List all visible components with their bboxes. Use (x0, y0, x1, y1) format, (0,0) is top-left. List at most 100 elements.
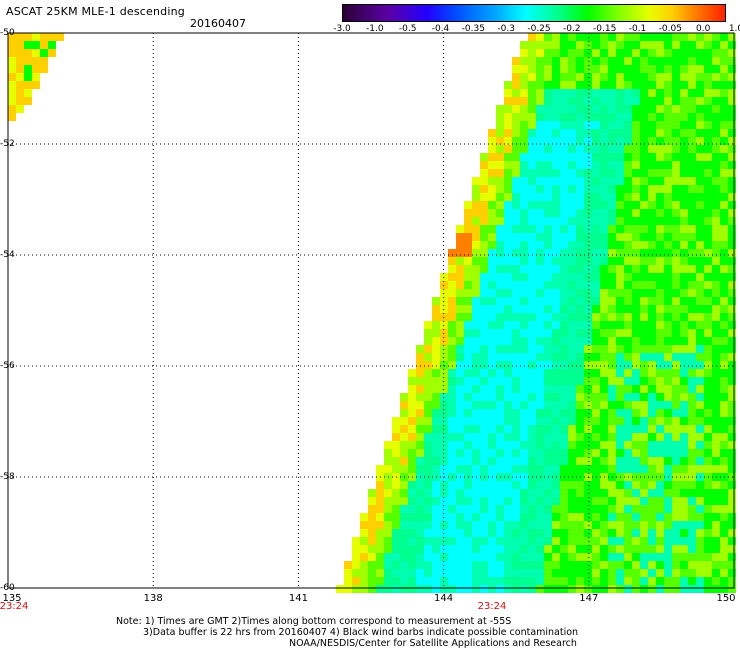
data-cell (8, 89, 16, 97)
data-cell (480, 185, 488, 193)
data-cell (640, 585, 648, 593)
data-cell (704, 129, 712, 137)
data-cell (656, 425, 664, 433)
data-cell (488, 345, 496, 353)
data-cell (376, 489, 384, 497)
data-cell (648, 529, 656, 537)
data-cell (624, 409, 632, 417)
data-cell (576, 521, 584, 529)
data-cell (600, 113, 608, 121)
data-cell (608, 161, 616, 169)
data-cell (528, 521, 536, 529)
colorbar-tick-label: -1.0 (366, 24, 384, 34)
data-cell (584, 353, 592, 361)
data-cell (392, 417, 400, 425)
data-cell (480, 457, 488, 465)
data-cell (640, 497, 648, 505)
data-cell (728, 273, 736, 281)
data-cell (480, 193, 488, 201)
data-cell (624, 297, 632, 305)
data-cell (608, 569, 616, 577)
data-cell (664, 185, 672, 193)
data-cell (424, 545, 432, 553)
data-cell (704, 185, 712, 193)
data-cell (400, 505, 408, 513)
data-cell (408, 457, 416, 465)
data-cell (464, 241, 472, 249)
data-cell (616, 49, 624, 57)
data-cell (624, 385, 632, 393)
data-cell (648, 257, 656, 265)
data-cell (560, 281, 568, 289)
data-cell (24, 41, 32, 49)
data-cell (704, 577, 712, 585)
data-cell (568, 537, 576, 545)
data-cell (544, 489, 552, 497)
data-cell (728, 361, 736, 369)
data-cell (616, 105, 624, 113)
data-cell (544, 521, 552, 529)
data-cell (576, 241, 584, 249)
data-cell (720, 137, 728, 145)
data-cell (600, 305, 608, 313)
data-cell (680, 201, 688, 209)
data-cell (672, 361, 680, 369)
data-cell (528, 97, 536, 105)
data-cell (704, 97, 712, 105)
data-cell (608, 393, 616, 401)
data-cell (504, 561, 512, 569)
data-cell (720, 97, 728, 105)
data-cell (552, 417, 560, 425)
data-cell (464, 225, 472, 233)
data-cell (664, 297, 672, 305)
data-cell (536, 201, 544, 209)
data-cell (696, 153, 704, 161)
data-cell (472, 289, 480, 297)
data-cell (640, 529, 648, 537)
data-cell (712, 345, 720, 353)
data-cell (680, 505, 688, 513)
data-cell (568, 321, 576, 329)
data-cell (416, 369, 424, 377)
data-cell (536, 409, 544, 417)
data-cell (608, 81, 616, 89)
data-cell (696, 73, 704, 81)
data-cell (488, 569, 496, 577)
data-cell (560, 497, 568, 505)
data-cell (672, 201, 680, 209)
data-cell (488, 145, 496, 153)
data-cell (560, 505, 568, 513)
data-cell (632, 225, 640, 233)
data-cell (568, 553, 576, 561)
data-cell (464, 401, 472, 409)
data-cell (496, 561, 504, 569)
data-cell (448, 345, 456, 353)
data-cell (704, 145, 712, 153)
data-cell (552, 73, 560, 81)
data-cell (592, 137, 600, 145)
data-cell (528, 449, 536, 457)
data-cell (520, 369, 528, 377)
data-cell (728, 169, 736, 177)
data-cell (512, 201, 520, 209)
data-cell (632, 169, 640, 177)
data-cell (648, 57, 656, 65)
data-cell (632, 481, 640, 489)
data-cell (672, 553, 680, 561)
data-cell (696, 169, 704, 177)
data-cell (544, 153, 552, 161)
data-cell (592, 505, 600, 513)
data-cell (496, 177, 504, 185)
data-cell (576, 193, 584, 201)
data-cell (688, 177, 696, 185)
data-cell (528, 217, 536, 225)
data-cell (720, 417, 728, 425)
data-cell (664, 289, 672, 297)
data-cell (664, 73, 672, 81)
data-cell (480, 489, 488, 497)
data-cell (640, 121, 648, 129)
data-cell (704, 57, 712, 65)
data-cell (680, 529, 688, 537)
data-cell (608, 377, 616, 385)
data-cell (464, 249, 472, 257)
